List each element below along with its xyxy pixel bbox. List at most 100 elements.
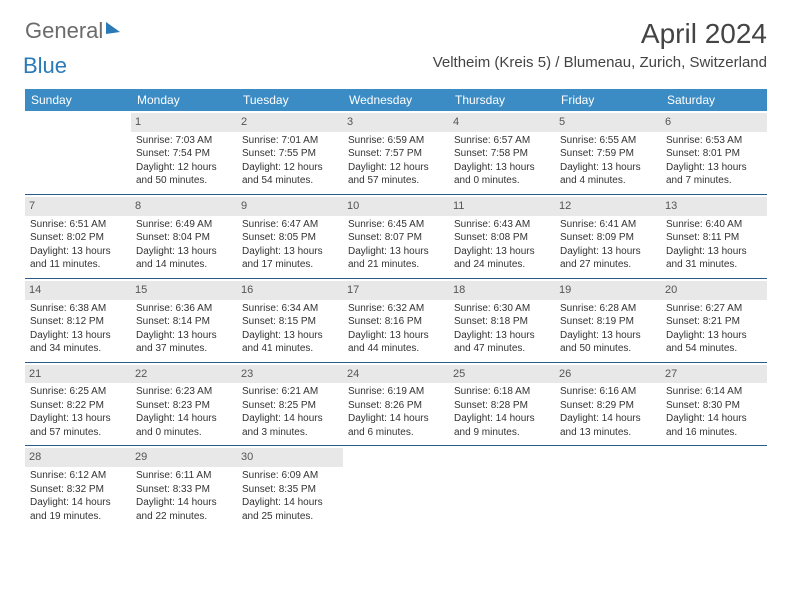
calendar-day-cell: . <box>343 446 449 529</box>
sunrise-text: Sunrise: 6:57 AM <box>454 134 550 148</box>
day-number: 10 <box>343 197 449 216</box>
sunrise-text: Sunrise: 6:12 AM <box>30 469 126 483</box>
weekday-header: Saturday <box>661 89 767 111</box>
day-number: 13 <box>661 197 767 216</box>
day-info: Sunrise: 6:59 AMSunset: 7:57 PMDaylight:… <box>347 134 445 188</box>
calendar-day-cell: 19 Sunrise: 6:28 AMSunset: 8:19 PMDayligh… <box>555 278 661 362</box>
daylight-text: Daylight: 13 hours and 47 minutes. <box>454 329 550 356</box>
sunrise-text: Sunrise: 6:55 AM <box>560 134 656 148</box>
sunrise-text: Sunrise: 6:43 AM <box>454 218 550 232</box>
daylight-text: Daylight: 13 hours and 7 minutes. <box>666 161 762 188</box>
day-info: Sunrise: 6:34 AMSunset: 8:15 PMDaylight:… <box>241 302 339 356</box>
weekday-header: Wednesday <box>343 89 449 111</box>
day-number: 16 <box>237 281 343 300</box>
day-number: 30 <box>237 448 343 467</box>
day-info: Sunrise: 6:19 AMSunset: 8:26 PMDaylight:… <box>347 385 445 439</box>
day-info: Sunrise: 6:51 AMSunset: 8:02 PMDaylight:… <box>29 218 127 272</box>
daylight-text: Daylight: 14 hours and 22 minutes. <box>136 496 232 523</box>
daylight-text: Daylight: 12 hours and 54 minutes. <box>242 161 338 188</box>
sunrise-text: Sunrise: 6:27 AM <box>666 302 762 316</box>
sunrise-text: Sunrise: 6:49 AM <box>136 218 232 232</box>
day-info: Sunrise: 6:09 AMSunset: 8:35 PMDaylight:… <box>241 469 339 523</box>
sunset-text: Sunset: 8:26 PM <box>348 399 444 413</box>
weekday-header: Monday <box>131 89 237 111</box>
calendar-day-cell: 24Sunrise: 6:19 AMSunset: 8:26 PMDayligh… <box>343 362 449 446</box>
sunset-text: Sunset: 8:29 PM <box>560 399 656 413</box>
weekday-header: Sunday <box>25 89 131 111</box>
sunrise-text: Sunrise: 6:34 AM <box>242 302 338 316</box>
daylight-text: Daylight: 13 hours and 4 minutes. <box>560 161 656 188</box>
weekday-header: Friday <box>555 89 661 111</box>
calendar-day-cell: 27Sunrise: 6:14 AMSunset: 8:30 PMDayligh… <box>661 362 767 446</box>
sunrise-text: Sunrise: 6:32 AM <box>348 302 444 316</box>
day-number: 12 <box>555 197 661 216</box>
calendar-day-cell: 14 Sunrise: 6:38 AMSunset: 8:12 PMDayligh… <box>25 278 131 362</box>
day-number: 19 <box>555 281 661 300</box>
day-info: Sunrise: 6:14 AMSunset: 8:30 PMDaylight:… <box>665 385 763 439</box>
daylight-text: Daylight: 12 hours and 57 minutes. <box>348 161 444 188</box>
daylight-text: Daylight: 13 hours and 44 minutes. <box>348 329 444 356</box>
daylight-text: Daylight: 14 hours and 19 minutes. <box>30 496 126 523</box>
day-info: Sunrise: 6:27 AMSunset: 8:21 PMDaylight:… <box>665 302 763 356</box>
daylight-text: Daylight: 14 hours and 25 minutes. <box>242 496 338 523</box>
day-info: Sunrise: 6:23 AMSunset: 8:23 PMDaylight:… <box>135 385 233 439</box>
sunrise-text: Sunrise: 6:59 AM <box>348 134 444 148</box>
sunrise-text: Sunrise: 6:28 AM <box>560 302 656 316</box>
daylight-text: Daylight: 13 hours and 37 minutes. <box>136 329 232 356</box>
sunset-text: Sunset: 8:30 PM <box>666 399 762 413</box>
day-info: Sunrise: 6:45 AMSunset: 8:07 PMDaylight:… <box>347 218 445 272</box>
day-number: 15 <box>131 281 237 300</box>
sunset-text: Sunset: 8:16 PM <box>348 315 444 329</box>
daylight-text: Daylight: 14 hours and 9 minutes. <box>454 412 550 439</box>
sunrise-text: Sunrise: 6:47 AM <box>242 218 338 232</box>
day-info: Sunrise: 6:57 AMSunset: 7:58 PMDaylight:… <box>453 134 551 188</box>
daylight-text: Daylight: 14 hours and 0 minutes. <box>136 412 232 439</box>
calendar-day-cell: 3Sunrise: 6:59 AMSunset: 7:57 PMDaylight… <box>343 111 449 194</box>
sunset-text: Sunset: 8:02 PM <box>30 231 126 245</box>
sunset-text: Sunset: 8:25 PM <box>242 399 338 413</box>
calendar-day-cell: 20Sunrise: 6:27 AMSunset: 8:21 PMDayligh… <box>661 278 767 362</box>
calendar-week-row: 28Sunrise: 6:12 AMSunset: 8:32 PMDayligh… <box>25 446 767 529</box>
sunrise-text: Sunrise: 6:45 AM <box>348 218 444 232</box>
day-info: Sunrise: 6:38 AMSunset: 8:12 PMDaylight:… <box>29 302 127 356</box>
calendar-header-row: Sunday Monday Tuesday Wednesday Thursday… <box>25 89 767 111</box>
day-info: Sunrise: 6:18 AMSunset: 8:28 PMDaylight:… <box>453 385 551 439</box>
calendar-day-cell: 11Sunrise: 6:43 AMSunset: 8:08 PMDayligh… <box>449 194 555 278</box>
day-number: 18 <box>449 281 555 300</box>
calendar-day-cell: 15Sunrise: 6:36 AMSunset: 8:14 PMDayligh… <box>131 278 237 362</box>
day-number: 14 <box>25 281 131 300</box>
day-info: Sunrise: 6:28 AMSunset: 8:19 PMDaylight:… <box>559 302 657 356</box>
daylight-text: Daylight: 13 hours and 11 minutes. <box>30 245 126 272</box>
day-number: 11 <box>449 197 555 216</box>
sunset-text: Sunset: 8:01 PM <box>666 147 762 161</box>
sunrise-text: Sunrise: 6:40 AM <box>666 218 762 232</box>
sunrise-text: Sunrise: 6:36 AM <box>136 302 232 316</box>
weekday-header: Thursday <box>449 89 555 111</box>
daylight-text: Daylight: 13 hours and 27 minutes. <box>560 245 656 272</box>
daylight-text: Daylight: 13 hours and 57 minutes. <box>30 412 126 439</box>
daylight-text: Daylight: 13 hours and 54 minutes. <box>666 329 762 356</box>
sunrise-text: Sunrise: 6:11 AM <box>136 469 232 483</box>
sunrise-text: Sunrise: 6:19 AM <box>348 385 444 399</box>
day-info: Sunrise: 6:12 AMSunset: 8:32 PMDaylight:… <box>29 469 127 523</box>
day-number: 1 <box>131 113 237 132</box>
sunrise-text: Sunrise: 7:01 AM <box>242 134 338 148</box>
daylight-text: Daylight: 13 hours and 50 minutes. <box>560 329 656 356</box>
day-info: Sunrise: 6:30 AMSunset: 8:18 PMDaylight:… <box>453 302 551 356</box>
day-number: 4 <box>449 113 555 132</box>
calendar-day-cell: 13Sunrise: 6:40 AMSunset: 8:11 PMDayligh… <box>661 194 767 278</box>
day-number: 23 <box>237 365 343 384</box>
calendar-day-cell: . <box>449 446 555 529</box>
calendar-day-cell: 8Sunrise: 6:49 AMSunset: 8:04 PMDaylight… <box>131 194 237 278</box>
calendar-day-cell: 29 Sunrise: 6:11 AMSunset: 8:33 PMDayligh… <box>131 446 237 529</box>
sunrise-text: Sunrise: 6:25 AM <box>30 385 126 399</box>
calendar-day-cell: 9Sunrise: 6:47 AMSunset: 8:05 PMDaylight… <box>237 194 343 278</box>
day-number: 9 <box>237 197 343 216</box>
day-number: 29 <box>131 448 237 467</box>
sunrise-text: Sunrise: 6:30 AM <box>454 302 550 316</box>
calendar-day-cell: 2Sunrise: 7:01 AMSunset: 7:55 PMDaylight… <box>237 111 343 194</box>
day-info: Sunrise: 6:11 AMSunset: 8:33 PMDaylight:… <box>135 469 233 523</box>
logo-triangle-icon <box>106 22 120 34</box>
sunset-text: Sunset: 8:21 PM <box>666 315 762 329</box>
logo: General <box>25 18 122 44</box>
